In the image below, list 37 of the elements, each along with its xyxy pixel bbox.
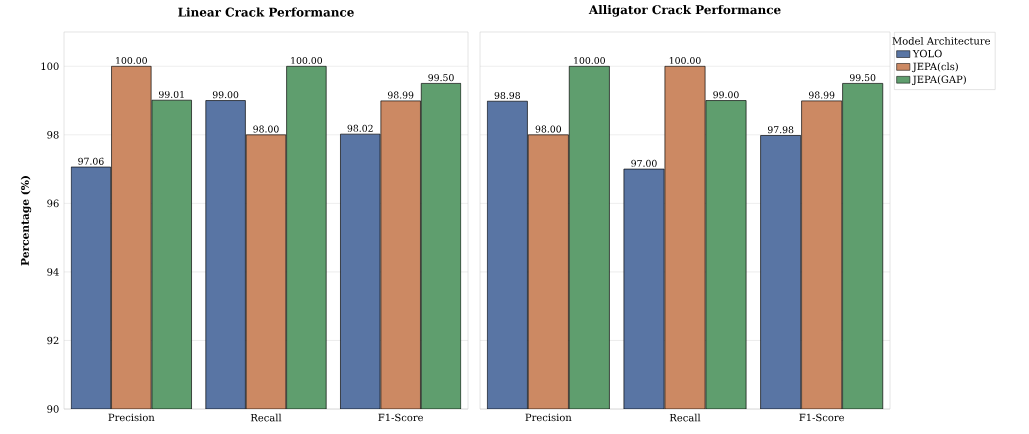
y-axis-title: Percentage (%) <box>20 176 32 266</box>
legend-title: Model Architecture <box>892 36 991 45</box>
data-label: 98.00 <box>253 125 279 133</box>
x-tick-label: F1-Score <box>378 413 423 422</box>
x-tick-label: Recall <box>250 413 282 422</box>
data-label: 97.06 <box>78 157 104 165</box>
chart-title: Alligator Crack Performance <box>588 4 781 17</box>
data-label: 98.99 <box>387 91 414 99</box>
y-tick-label: 100 <box>41 62 59 71</box>
data-label: 100.00 <box>574 56 605 64</box>
data-label: 98.98 <box>494 91 521 99</box>
y-tick-label: 96 <box>47 199 59 208</box>
x-tick-label: Recall <box>669 413 701 422</box>
data-label: 97.00 <box>631 159 657 167</box>
chart-title: Linear Crack Performance <box>178 7 354 17</box>
legend-label: JEPA(cls) <box>911 62 958 73</box>
data-label: 98.02 <box>347 124 373 132</box>
data-label: 99.50 <box>428 74 454 82</box>
y-tick-label: 90 <box>47 405 59 413</box>
x-tick-label: Precision <box>525 413 572 422</box>
data-label: 98.00 <box>535 125 562 133</box>
data-label: 99.00 <box>713 91 739 99</box>
data-label: 100.00 <box>116 56 147 64</box>
x-tick-label: F1-Score <box>799 413 845 422</box>
legend-label: JEPA(GAP) <box>911 75 966 85</box>
data-label: 97.98 <box>767 126 794 134</box>
x-tick-label: Precision <box>108 413 155 422</box>
y-tick-label: 94 <box>47 268 59 276</box>
y-tick-label: 98 <box>47 131 59 139</box>
y-tick-label: 92 <box>47 336 59 345</box>
legend-label: YOLO <box>912 49 942 58</box>
data-label: 98.99 <box>808 91 835 99</box>
data-label: 100.00 <box>291 56 323 64</box>
data-label: 99.00 <box>212 91 239 99</box>
data-label: 99.01 <box>159 90 184 98</box>
data-label: 100.00 <box>669 56 701 64</box>
data-label: 99.50 <box>849 74 876 82</box>
